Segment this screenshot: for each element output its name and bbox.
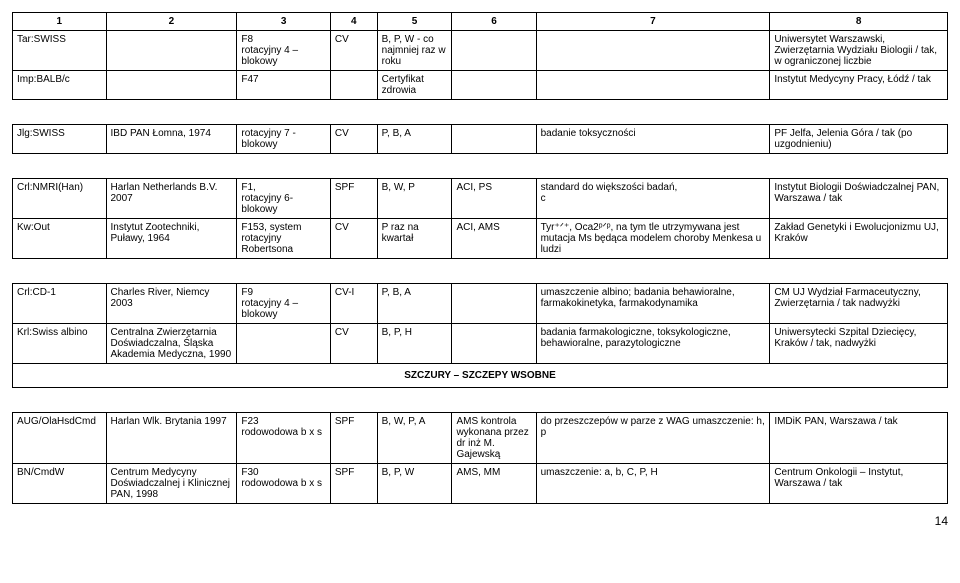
table-cell: Harlan Netherlands B.V.2007	[106, 179, 237, 219]
table-cell: IMDiK PAN, Warszawa / tak	[770, 413, 948, 464]
table-cell: do przeszczepów w parze z WAG umaszczeni…	[536, 413, 770, 464]
table-cell: IBD PAN Łomna, 1974	[106, 125, 237, 154]
table-cell: P raz na kwartał	[377, 219, 452, 259]
table-body: Tar:SWISSF8rotacyjny 4 – blokowyCVB, P, …	[13, 31, 948, 504]
table-cell: AUG/OlaHsdCmd	[13, 413, 107, 464]
table-cell: badanie toksyczności	[536, 125, 770, 154]
table-row: Krl:Swiss albinoCentralna Zwierzętarnia …	[13, 324, 948, 364]
col-header-3: 3	[237, 13, 331, 31]
table-cell: badania farmakologiczne, toksykologiczne…	[536, 324, 770, 364]
col-header-4: 4	[330, 13, 377, 31]
table-cell: Zakład Genetyki i Ewolucjonizmu UJ, Krak…	[770, 219, 948, 259]
table-cell: PF Jelfa, Jelenia Góra / tak (po uzgodni…	[770, 125, 948, 154]
table-cell: umaszczenie: a, b, C, P, H	[536, 464, 770, 504]
main-table: 1 2 3 4 5 6 7 8 Tar:SWISS F8rotacyjny 4 –…	[12, 12, 948, 504]
table-cell	[106, 31, 237, 71]
col-header-6: 6	[452, 13, 536, 31]
table-cell: P, B, A	[377, 284, 452, 324]
table-cell	[106, 71, 237, 100]
col-header-7: 7	[536, 13, 770, 31]
spacer-row	[13, 100, 948, 125]
table-cell: P, B, A	[377, 125, 452, 154]
table-row: BN/CmdWCentrum Medycyny Doświadczalnej i…	[13, 464, 948, 504]
section-title-row: SZCZURY – SZCZEPY WSOBNE	[13, 364, 948, 388]
table-cell: AMS, MM	[452, 464, 536, 504]
table-cell: Charles River, Niemcy 2003	[106, 284, 237, 324]
col-header-1: 1	[13, 13, 107, 31]
table-cell: SPF	[330, 179, 377, 219]
table-cell: CV	[330, 324, 377, 364]
table-cell: umaszczenie albino; badania behawioralne…	[536, 284, 770, 324]
table-cell	[452, 31, 536, 71]
table-cell	[536, 71, 770, 100]
table-cell: F9rotacyjny 4 – blokowy	[237, 284, 331, 324]
table-cell: AMS kontrola wykonana przez dr inż M. Ga…	[452, 413, 536, 464]
table-cell: SPF	[330, 464, 377, 504]
table-cell	[452, 71, 536, 100]
table-cell: F8rotacyjny 4 – blokowy	[237, 31, 331, 71]
table-row: Imp:BALB/c F47 Certyfikat zdrowia Instytut …	[13, 71, 948, 100]
spacer-row	[13, 259, 948, 284]
table-cell: Centrum Medycyny Doświadczalnej i Klinic…	[106, 464, 237, 504]
table-cell: Krl:Swiss albino	[13, 324, 107, 364]
table-cell: Kw:Out	[13, 219, 107, 259]
table-cell: CM UJ Wydział Farmaceutyczny, Zwierzętar…	[770, 284, 948, 324]
table-cell: Crl:CD-1	[13, 284, 107, 324]
table-cell: Tyr⁺ᐟ⁺, Oca2ᵖᐟᵖ, na tym tle utrzymywana …	[536, 219, 770, 259]
page-number: 14	[12, 514, 948, 528]
table-cell: B, W, P	[377, 179, 452, 219]
table-cell: CV	[330, 31, 377, 71]
table-cell: Imp:BALB/c	[13, 71, 107, 100]
table-cell	[330, 71, 377, 100]
table-cell	[536, 31, 770, 71]
table-cell: Jlg:SWISS	[13, 125, 107, 154]
spacer-row	[13, 388, 948, 413]
table-cell: Instytut Medycyny Pracy, Łódź / tak	[770, 71, 948, 100]
table-cell: B, W, P, A	[377, 413, 452, 464]
table-cell: Centralna Zwierzętarnia Doświadczalna, Ś…	[106, 324, 237, 364]
table-cell: Uniwersytecki Szpital Dziecięcy, Kraków …	[770, 324, 948, 364]
table-cell	[452, 324, 536, 364]
table-row: Tar:SWISS F8rotacyjny 4 – blokowyCVB, P, …	[13, 31, 948, 71]
table-cell: F30rodowodowa b x s	[237, 464, 331, 504]
table-cell: Centrum Onkologii – Instytut, Warszawa /…	[770, 464, 948, 504]
col-header-5: 5	[377, 13, 452, 31]
table-cell: SPF	[330, 413, 377, 464]
table-cell: F47	[237, 71, 331, 100]
table-cell: ACI, PS	[452, 179, 536, 219]
table-cell: Tar:SWISS	[13, 31, 107, 71]
table-cell: F1,rotacyjny 6-blokowy	[237, 179, 331, 219]
header-row: 1 2 3 4 5 6 7 8	[13, 13, 948, 31]
table-row: Kw:OutInstytut Zootechniki, Puławy, 1964…	[13, 219, 948, 259]
table-row: Jlg:SWISSIBD PAN Łomna, 1974rotacyjny 7 …	[13, 125, 948, 154]
table-cell: B, P, H	[377, 324, 452, 364]
table-cell: ACI, AMS	[452, 219, 536, 259]
table-row: AUG/OlaHsdCmdHarlan Wlk. Brytania 1997F2…	[13, 413, 948, 464]
table-cell: Harlan Wlk. Brytania 1997	[106, 413, 237, 464]
table-cell: CV	[330, 125, 377, 154]
table-cell	[237, 324, 331, 364]
table-cell: rotacyjny 7 - blokowy	[237, 125, 331, 154]
table-cell	[452, 284, 536, 324]
table-cell: CV	[330, 219, 377, 259]
table-cell: BN/CmdW	[13, 464, 107, 504]
table-cell: CV-I	[330, 284, 377, 324]
table-cell: B, P, W - co najmniej raz w roku	[377, 31, 452, 71]
table-cell: Instytut Biologii Doświadczalnej PAN, Wa…	[770, 179, 948, 219]
table-cell: F23rodowodowa b x s	[237, 413, 331, 464]
table-cell: Certyfikat zdrowia	[377, 71, 452, 100]
table-cell: Instytut Zootechniki, Puławy, 1964	[106, 219, 237, 259]
col-header-8: 8	[770, 13, 948, 31]
table-cell: B, P, W	[377, 464, 452, 504]
spacer-row	[13, 154, 948, 179]
table-cell: Uniwersytet Warszawski, Zwierzętarnia Wy…	[770, 31, 948, 71]
table-row: Crl:CD-1Charles River, Niemcy 2003F9rota…	[13, 284, 948, 324]
table-cell	[452, 125, 536, 154]
table-cell: standard do większości badań,c	[536, 179, 770, 219]
table-cell: Crl:NMRI(Han)	[13, 179, 107, 219]
section-title: SZCZURY – SZCZEPY WSOBNE	[13, 364, 948, 388]
table-cell: F153, system rotacyjny Robertsona	[237, 219, 331, 259]
col-header-2: 2	[106, 13, 237, 31]
table-row: Crl:NMRI(Han)Harlan Netherlands B.V.2007…	[13, 179, 948, 219]
